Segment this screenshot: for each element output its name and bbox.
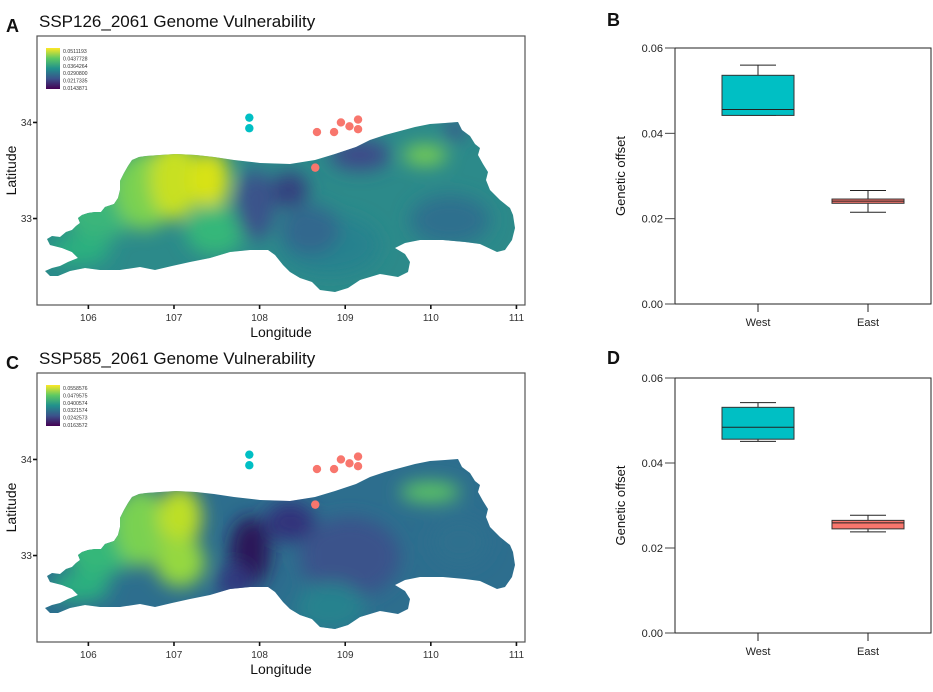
x-tick-label: 110 — [423, 650, 439, 661]
x-tick-label: 106 — [80, 650, 97, 661]
legend-label: 0.0479575 — [63, 393, 88, 399]
y-tick-label: 33 — [21, 214, 33, 225]
x-tick-label: 107 — [166, 313, 183, 324]
east-sample-point — [311, 500, 320, 509]
y-axis-label: Latitude — [3, 145, 19, 195]
y-tick-label: 0.06 — [642, 373, 663, 385]
y-tick-label: 0.02 — [642, 214, 663, 226]
west-sample-point — [245, 113, 254, 122]
y-tick-label: 33 — [21, 551, 33, 562]
y-tick-label: 0.04 — [642, 458, 663, 470]
y-tick-label: 34 — [21, 455, 33, 466]
legend-label: 0.0364264 — [63, 64, 88, 70]
heat-blob — [295, 582, 365, 629]
west-box — [721, 406, 795, 440]
heat-blob — [403, 145, 447, 165]
legend-label: 0.0558576 — [63, 386, 88, 392]
heat-blob — [410, 195, 490, 245]
map-title-c: SSP585_2061 Genome Vulnerability — [39, 349, 316, 368]
east-sample-point — [345, 459, 354, 468]
y-tick-label: 0.06 — [642, 43, 663, 55]
east-sample-point — [336, 118, 346, 127]
legend-label: 0.0511193 — [63, 49, 87, 55]
legend-label: 0.0242573 — [63, 416, 88, 422]
panel-letter-c: C — [6, 353, 19, 373]
boxplot-b: 0.00 0.02 0.04 0.06 West East Genetic offset — [613, 43, 932, 329]
panel-letter-d: D — [607, 348, 620, 368]
x-tick-label: 110 — [423, 313, 439, 324]
y-tick-label: 0.00 — [642, 628, 663, 640]
y-tick-label: 0.00 — [642, 299, 663, 311]
west-box — [721, 74, 795, 116]
legend-label: 0.0321574 — [63, 408, 88, 414]
y-tick-label: 34 — [21, 118, 33, 129]
legend-label: 0.0143871 — [63, 86, 88, 92]
heat-blob — [430, 517, 490, 567]
panel-letter-a: A — [6, 16, 19, 36]
x-tick-label: 111 — [509, 650, 525, 661]
x-tick-label: 109 — [337, 313, 354, 324]
east-sample-point — [353, 461, 363, 471]
x-tick-label: 109 — [337, 650, 354, 661]
east-sample-point — [329, 464, 339, 474]
east-box — [831, 519, 905, 530]
x-axis-label: Longitude — [250, 324, 312, 340]
x-tick-label: West — [746, 317, 771, 329]
x-tick-label: 106 — [80, 313, 97, 324]
east-sample-point — [336, 455, 346, 464]
west-sample-point — [245, 461, 254, 470]
legend-label: 0.0437728 — [63, 56, 88, 62]
legend-label: 0.0217335 — [63, 79, 88, 85]
east-sample-point — [329, 127, 339, 137]
heat-blob — [235, 170, 275, 240]
x-tick-label: 111 — [509, 313, 525, 324]
heat-blob — [190, 150, 230, 210]
x-tick-label: 108 — [251, 313, 268, 324]
east-sample-point — [353, 452, 363, 461]
heat-blob — [300, 517, 400, 597]
x-tick-label: 108 — [251, 650, 268, 661]
heat-blob — [155, 537, 205, 587]
heat-blob — [150, 140, 200, 220]
east-sample-point — [345, 122, 354, 131]
east-sample-point — [312, 464, 322, 474]
heat-blob — [272, 172, 308, 208]
east-sample-point — [312, 127, 322, 137]
plot-frame — [674, 47, 932, 305]
legend-colorbar — [46, 385, 60, 426]
west-sample-point — [245, 124, 254, 133]
panel-letter-b: B — [607, 10, 620, 30]
x-axis-label: Longitude — [250, 661, 312, 677]
plot-frame — [674, 377, 932, 634]
legend-label: 0.0290800 — [63, 71, 88, 77]
heat-blob — [400, 482, 460, 502]
y-axis-label: Genetic offset — [613, 136, 628, 216]
heat-blob — [158, 487, 202, 547]
y-axis-label: Latitude — [3, 482, 19, 532]
east-sample-point — [311, 163, 320, 172]
map-title-a: SSP126_2061 Genome Vulnerability — [39, 12, 316, 31]
legend-colorbar — [46, 48, 60, 89]
x-tick-label: East — [857, 317, 879, 329]
heat-blob — [265, 502, 315, 542]
x-tick-label: East — [857, 646, 879, 658]
east-sample-point — [353, 115, 363, 124]
legend-label: 0.0163572 — [63, 423, 88, 429]
legend-label: 0.0400574 — [63, 401, 88, 407]
x-tick-label: 107 — [166, 650, 183, 661]
heat-blob — [185, 205, 245, 255]
y-axis-label: Genetic offset — [613, 465, 628, 545]
x-tick-label: West — [746, 646, 771, 658]
heat-blob — [115, 487, 165, 567]
boxplot-d: 0.00 0.02 0.04 0.06 West East Genetic offset — [613, 373, 932, 658]
heat-blob — [280, 205, 340, 255]
y-tick-label: 0.02 — [642, 543, 663, 555]
y-tick-label: 0.04 — [642, 128, 663, 140]
west-sample-point — [245, 450, 254, 459]
east-sample-point — [353, 124, 363, 134]
